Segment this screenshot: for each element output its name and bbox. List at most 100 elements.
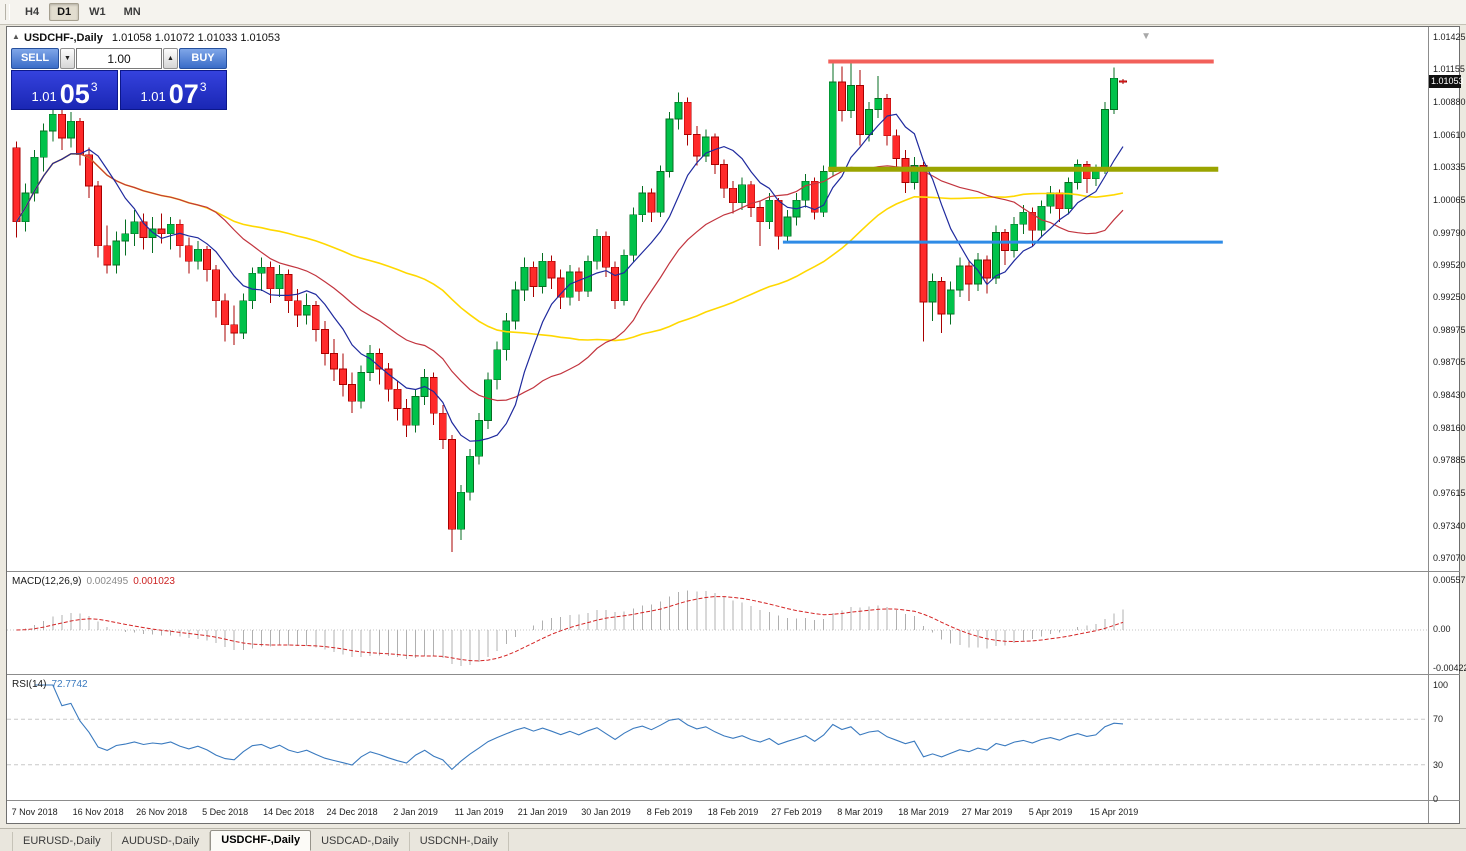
candle bbox=[629, 207, 638, 262]
candle-body bbox=[1055, 192, 1064, 210]
candle bbox=[212, 264, 220, 318]
volume-increase-button[interactable]: ▲ bbox=[163, 48, 178, 69]
sell-button[interactable]: SELL bbox=[11, 48, 59, 69]
candle-body bbox=[85, 154, 93, 187]
candle-body bbox=[983, 259, 991, 279]
candle-body bbox=[883, 98, 892, 137]
candle bbox=[919, 162, 928, 342]
candle-body bbox=[656, 171, 665, 213]
candle-body bbox=[357, 372, 366, 402]
macd-indicator-canvas[interactable] bbox=[7, 572, 1461, 674]
candle bbox=[275, 264, 284, 298]
candle bbox=[974, 252, 982, 292]
chart-tab-usdcnh[interactable]: USDCNH-,Daily bbox=[410, 832, 509, 851]
candle-body bbox=[538, 260, 547, 287]
bid-price-pips: 05 bbox=[59, 79, 90, 110]
candle-body bbox=[257, 266, 266, 274]
chart-title: USDCHF-,Daily 1.01058 1.01072 1.01033 1.… bbox=[24, 32, 280, 44]
buy-button[interactable]: BUY bbox=[179, 48, 227, 69]
candle-body bbox=[801, 180, 810, 201]
candle-body bbox=[139, 221, 148, 238]
chart-tab-audusd[interactable]: AUDUSD-,Daily bbox=[112, 832, 211, 851]
candle bbox=[39, 123, 48, 172]
candle bbox=[184, 237, 193, 274]
date-axis-label: 2 Jan 2019 bbox=[393, 807, 438, 817]
macd-label: MACD(12,26,9) 0.002495 0.001023 bbox=[12, 576, 175, 587]
candle-body bbox=[493, 349, 502, 381]
bid-price-point: 3 bbox=[90, 80, 98, 94]
candle-body bbox=[511, 289, 520, 322]
candle bbox=[1119, 79, 1127, 84]
timeframe-button-h4[interactable]: H4 bbox=[25, 6, 40, 18]
toolbar-grip[interactable] bbox=[5, 4, 10, 20]
quote-row: 1.01 05 3 1.01 07 3 bbox=[11, 70, 227, 110]
panel-splitter[interactable] bbox=[7, 571, 1460, 572]
bid-price-head: 1.01 bbox=[31, 89, 57, 104]
candle bbox=[756, 201, 765, 246]
candle bbox=[892, 129, 901, 170]
candle bbox=[574, 267, 583, 301]
panel-splitter[interactable] bbox=[7, 800, 1460, 801]
candle bbox=[837, 66, 846, 122]
candle-body bbox=[457, 491, 465, 530]
candle bbox=[674, 92, 683, 130]
candle bbox=[529, 261, 538, 298]
candle bbox=[801, 173, 810, 208]
candle bbox=[203, 245, 211, 282]
candle bbox=[502, 312, 511, 361]
timeframe-button-d1[interactable]: D1 bbox=[49, 3, 80, 21]
candle-body bbox=[674, 101, 683, 120]
chart-shift-marker-icon[interactable]: ▼ bbox=[1141, 31, 1152, 42]
price-axis-label: 0.97885 bbox=[1433, 455, 1466, 466]
price-chart-canvas[interactable] bbox=[7, 27, 1461, 571]
timeframe-button-w1[interactable]: W1 bbox=[89, 6, 106, 18]
timeframe-buttons: H4 D1 W1 MN bbox=[17, 3, 149, 21]
macd-axis-label: 0.00 bbox=[1433, 624, 1451, 634]
candle-body bbox=[57, 113, 66, 139]
price-axis-label: 1.01425 bbox=[1433, 32, 1466, 42]
price-axis-label: 0.99790 bbox=[1433, 227, 1466, 238]
chart-tab-usdchf[interactable]: USDCHF-,Daily bbox=[210, 830, 312, 851]
candle-body bbox=[1046, 192, 1055, 207]
candles-layer bbox=[12, 61, 1127, 553]
candle bbox=[429, 372, 438, 426]
bid-price-display[interactable]: 1.01 05 3 bbox=[11, 70, 118, 110]
candle bbox=[747, 181, 756, 218]
candle bbox=[221, 293, 230, 342]
timeframe-button-mn[interactable]: MN bbox=[123, 6, 141, 18]
one-click-toggle-icon[interactable]: ▲ bbox=[12, 32, 20, 41]
macd-main-value: 0.002495 bbox=[86, 576, 129, 587]
macd-signal-line bbox=[16, 596, 1124, 662]
candle bbox=[683, 97, 692, 146]
candle-body bbox=[275, 274, 284, 290]
candle bbox=[701, 129, 710, 163]
candle bbox=[710, 133, 719, 174]
candle bbox=[565, 264, 574, 306]
candle bbox=[1055, 189, 1064, 222]
candle-body bbox=[756, 207, 765, 223]
chart-tab-eurusd[interactable]: EURUSD-,Daily bbox=[12, 832, 112, 851]
volume-input[interactable] bbox=[76, 48, 162, 69]
candle bbox=[819, 165, 828, 218]
candle-body bbox=[212, 269, 220, 302]
macd-histogram bbox=[25, 590, 1124, 666]
candle bbox=[1110, 67, 1118, 115]
candle-body bbox=[239, 300, 248, 334]
chart-tabs-bar: EURUSD-,Daily AUDUSD-,Daily USDCHF-,Daily U… bbox=[0, 828, 1466, 851]
candle-body bbox=[629, 214, 638, 256]
candle bbox=[94, 181, 103, 258]
candle bbox=[937, 276, 946, 334]
candle bbox=[538, 252, 547, 294]
candle-body bbox=[112, 240, 121, 266]
ask-price-display[interactable]: 1.01 07 3 bbox=[120, 70, 227, 110]
date-axis-label: 26 Nov 2018 bbox=[136, 807, 188, 817]
rsi-indicator-canvas[interactable] bbox=[7, 675, 1461, 800]
candle-body bbox=[184, 245, 193, 262]
chart-tab-usdcad[interactable]: USDCAD-,Daily bbox=[311, 832, 410, 851]
price-axis-label: 0.98975 bbox=[1433, 325, 1466, 336]
panel-splitter[interactable] bbox=[7, 674, 1460, 675]
chart-ohlc-values: 1.01058 1.01072 1.01033 1.01053 bbox=[111, 32, 281, 44]
price-scale-separator bbox=[1428, 27, 1429, 823]
volume-decrease-button[interactable]: ▼ bbox=[60, 48, 75, 69]
macd-axis-label: -0.004224 bbox=[1433, 663, 1466, 673]
